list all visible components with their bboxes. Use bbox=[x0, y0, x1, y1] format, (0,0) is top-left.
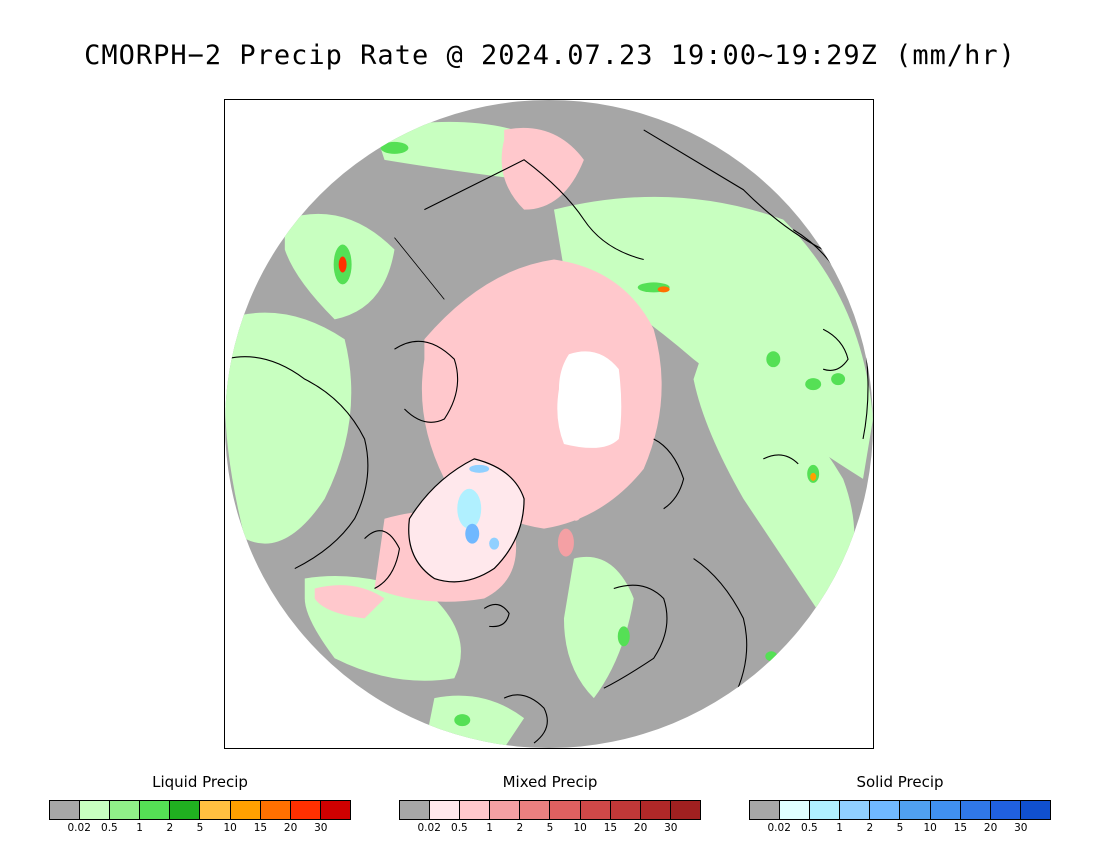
legend-tick-label: 15 bbox=[953, 822, 968, 834]
solid-precip-areas bbox=[457, 464, 500, 550]
legend-tick-label: 0.5 bbox=[801, 822, 818, 834]
legend-swatch bbox=[520, 801, 551, 819]
legend-tick-labels: 0.02 0.5 1 2 5 10 15 20 30 bbox=[399, 822, 701, 836]
legend-title: Mixed Precip bbox=[502, 773, 598, 791]
legend-tick-label: 5 bbox=[196, 822, 204, 834]
legend-swatch bbox=[840, 801, 871, 819]
legend-swatch bbox=[810, 801, 841, 819]
legend-tick-label: 15 bbox=[253, 822, 268, 834]
legend-swatch bbox=[640, 801, 671, 819]
legend-tick-label: 15 bbox=[603, 822, 618, 834]
legend-tick-label: 0.02 bbox=[417, 822, 441, 834]
legend-swatch bbox=[50, 801, 81, 819]
legend-tick-label: 0.5 bbox=[101, 822, 118, 834]
legend-color-bar bbox=[399, 800, 701, 820]
liquid-precip-areas bbox=[225, 121, 873, 748]
legend-swatch bbox=[110, 801, 141, 819]
legend-color-bar bbox=[749, 800, 1051, 820]
legend-swatch bbox=[80, 801, 111, 819]
border-line bbox=[394, 237, 445, 300]
legend-tick-label: 20 bbox=[633, 822, 648, 834]
legend-tick-label: 30 bbox=[314, 822, 328, 834]
legend-swatch bbox=[170, 801, 201, 819]
legend-swatch bbox=[580, 801, 611, 819]
legend-tick-label: 1 bbox=[836, 822, 843, 834]
legend-tick-label: 5 bbox=[546, 822, 554, 834]
legend-tick-label: 20 bbox=[983, 822, 998, 834]
legend-swatch bbox=[550, 801, 581, 819]
map-title: CMORPH−2 Precip Rate @ 2024.07.23 19:00~… bbox=[84, 40, 1016, 71]
legend-swatch bbox=[900, 801, 931, 819]
legend-swatch bbox=[490, 801, 521, 819]
legend-swatch bbox=[230, 801, 261, 819]
legend-swatch bbox=[200, 801, 231, 819]
legend-swatch bbox=[400, 801, 431, 819]
legend-tick-label: 1 bbox=[136, 822, 143, 834]
legend-swatch bbox=[870, 801, 901, 819]
legend-tick-label: 10 bbox=[573, 822, 587, 834]
legend-swatch bbox=[930, 801, 961, 819]
no-data-region bbox=[557, 351, 622, 448]
legend-title: Solid Precip bbox=[856, 773, 944, 791]
legend-swatch bbox=[430, 801, 461, 819]
legend-swatch bbox=[610, 801, 641, 819]
legend-tick-labels: 0.02 0.5 1 2 5 10 15 20 30 bbox=[749, 822, 1051, 836]
legend-swatch bbox=[290, 801, 321, 819]
legend-title: Liquid Precip bbox=[152, 773, 248, 791]
legend-tick-label: 30 bbox=[664, 822, 678, 834]
legend-tick-labels: 0.02 0.5 1 2 5 10 15 20 30 bbox=[49, 822, 351, 836]
legend-mixed-precip: Mixed Precip 0.02 0.5 1 2 5 10 15 20 30 bbox=[399, 772, 701, 836]
legend-swatch bbox=[140, 801, 171, 819]
legend-liquid-precip: Liquid Precip 0.02 0.5 1 2 5 10 15 20 30 bbox=[49, 772, 351, 836]
legend-tick-label: 0.02 bbox=[767, 822, 791, 834]
legend-swatch bbox=[990, 801, 1021, 819]
legend-swatch bbox=[1020, 801, 1050, 819]
legend-swatch bbox=[320, 801, 350, 819]
legend-swatch bbox=[960, 801, 991, 819]
legend-swatch bbox=[460, 801, 491, 819]
polar-precip-map bbox=[224, 99, 874, 749]
legend-tick-label: 30 bbox=[1014, 822, 1028, 834]
legend-tick-label: 20 bbox=[283, 822, 298, 834]
legend-swatch bbox=[780, 801, 811, 819]
legend-tick-label: 2 bbox=[866, 822, 874, 834]
legend-tick-label: 1 bbox=[486, 822, 493, 834]
legend-tick-label: 2 bbox=[516, 822, 524, 834]
liquid-heavy-cells bbox=[338, 256, 817, 481]
legend-swatch bbox=[670, 801, 700, 819]
legend-tick-label: 2 bbox=[166, 822, 174, 834]
legend-swatch bbox=[750, 801, 781, 819]
legend-tick-label: 10 bbox=[223, 822, 237, 834]
legend-tick-label: 10 bbox=[923, 822, 937, 834]
legend-tick-label: 0.02 bbox=[67, 822, 91, 834]
legend-tick-label: 0.5 bbox=[451, 822, 468, 834]
legend-tick-label: 5 bbox=[896, 822, 904, 834]
legend-swatch bbox=[260, 801, 291, 819]
legend-solid-precip: Solid Precip 0.02 0.5 1 2 5 10 15 20 30 bbox=[749, 772, 1051, 836]
legend-color-bar bbox=[49, 800, 351, 820]
polar-map-svg bbox=[225, 100, 873, 748]
